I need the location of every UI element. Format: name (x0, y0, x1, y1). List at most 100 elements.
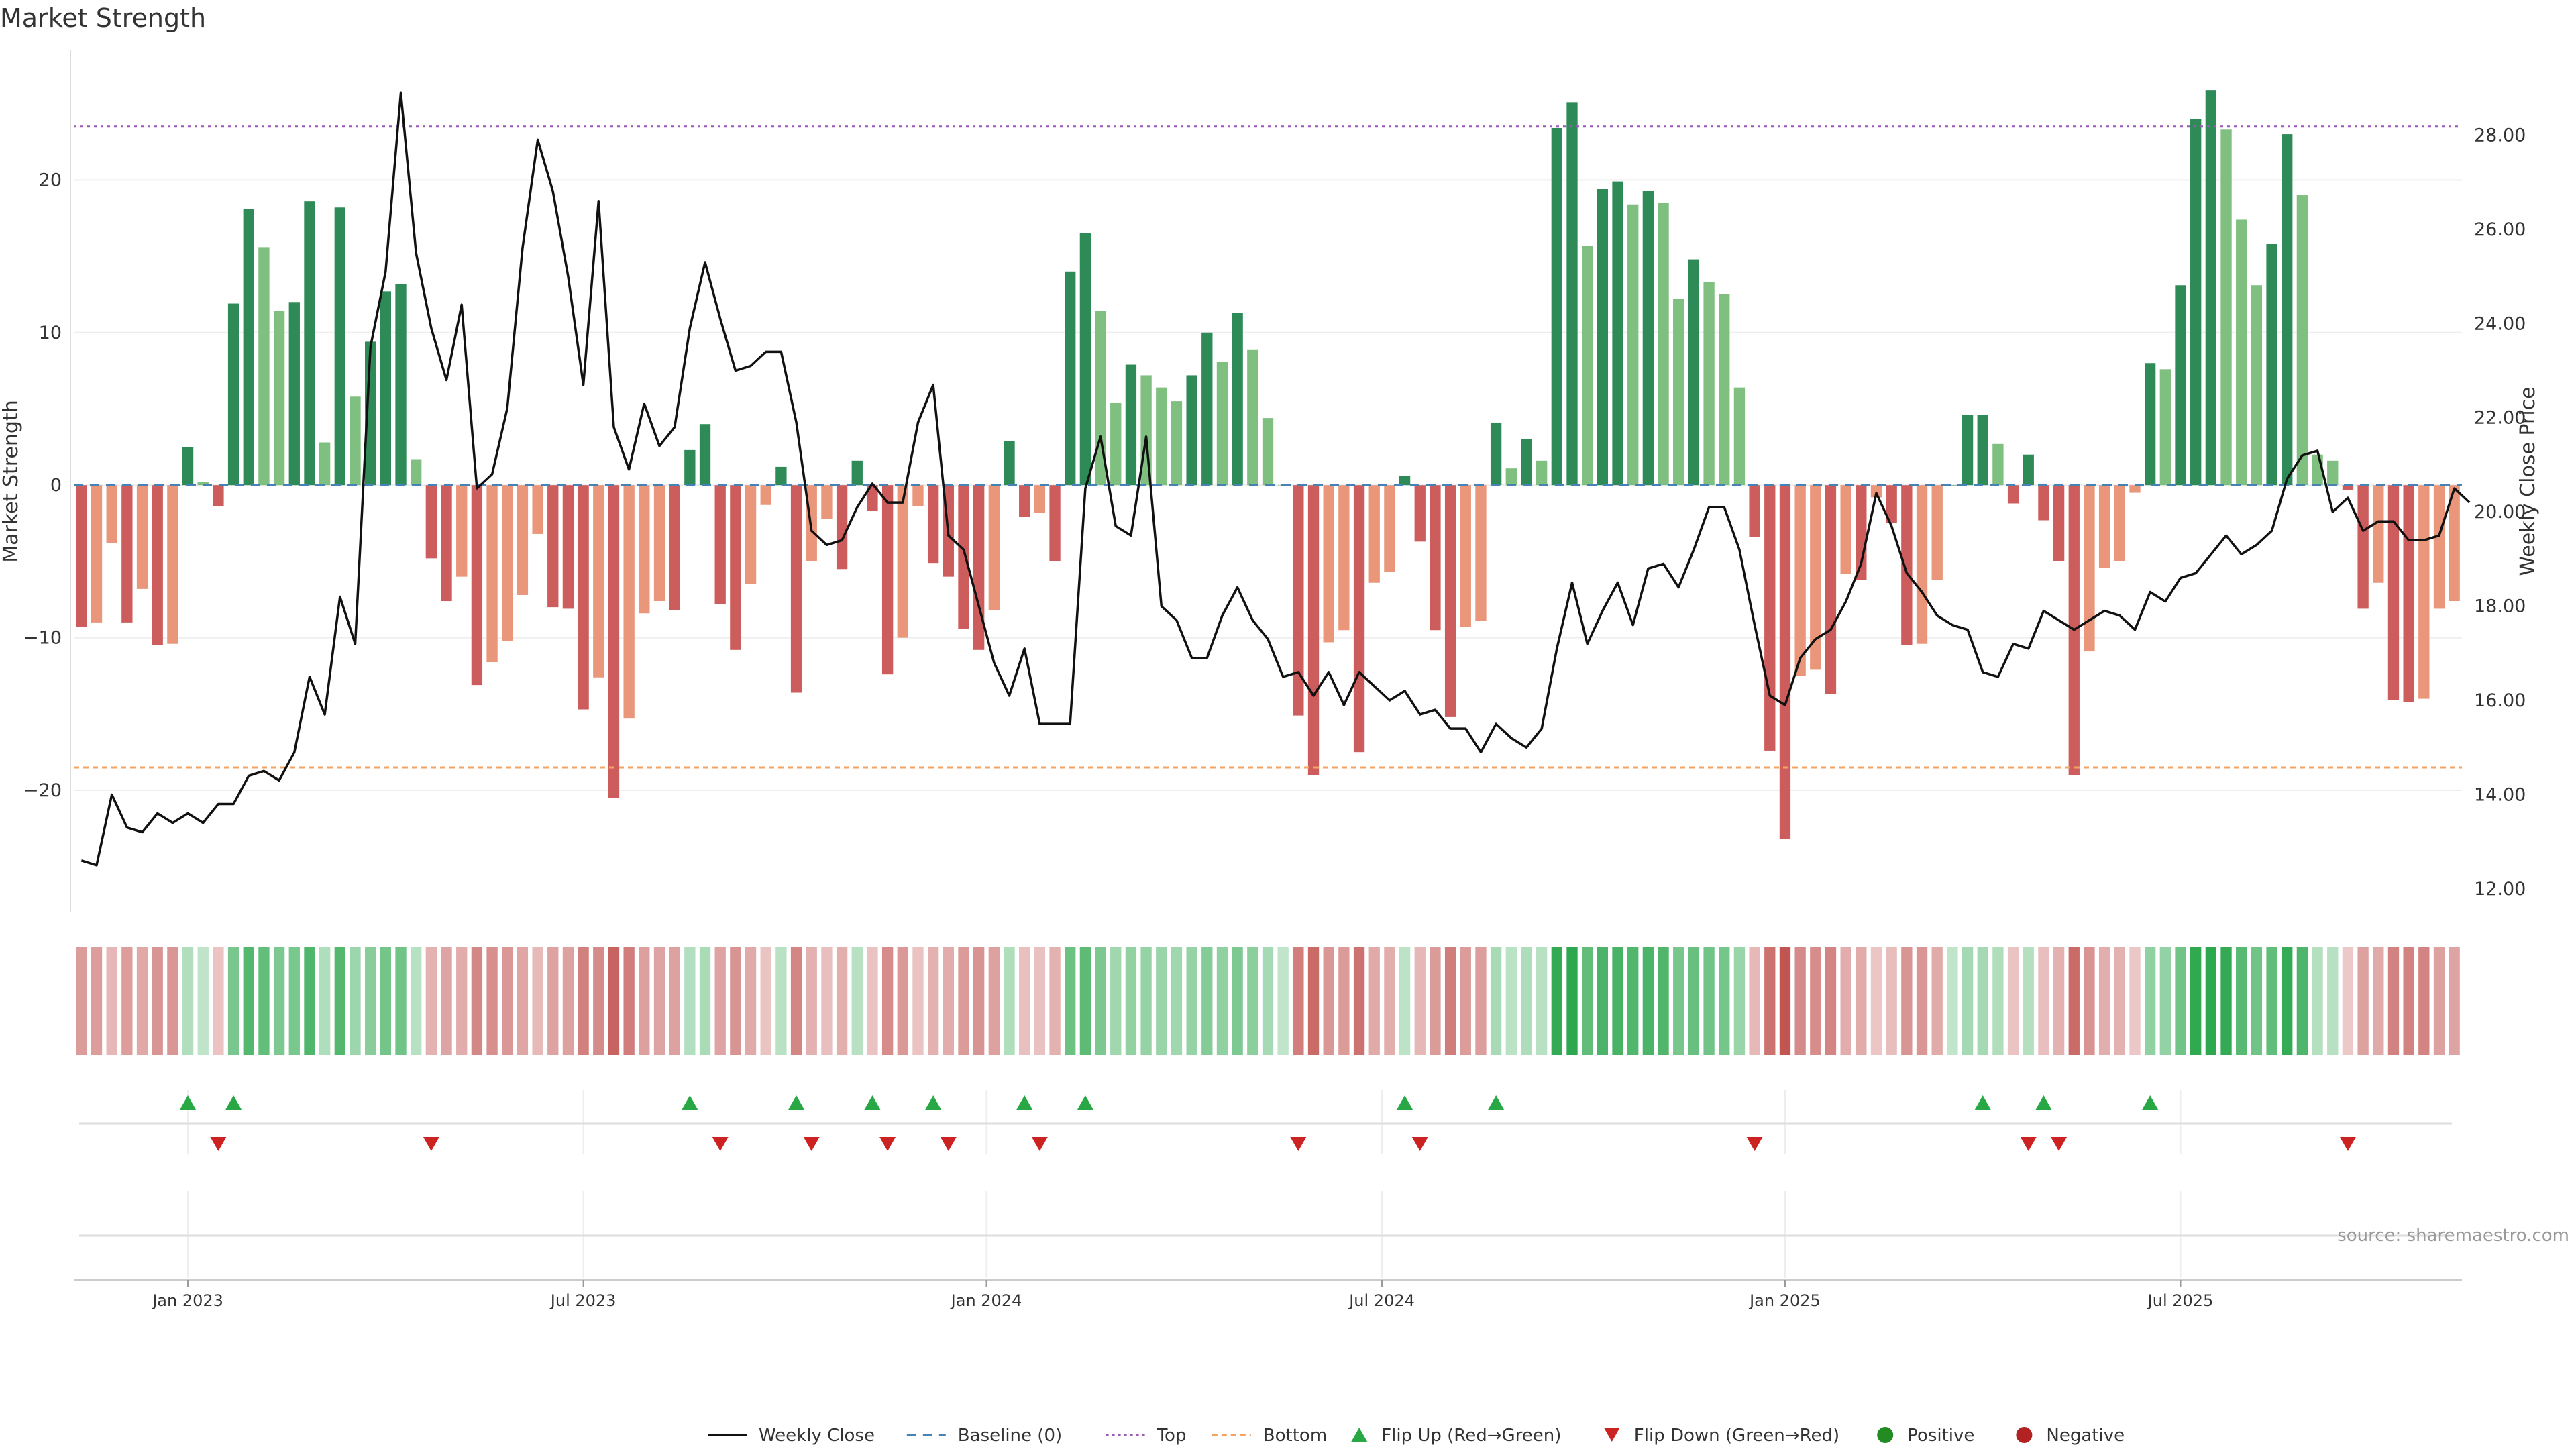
y-tick-label: 0 (50, 475, 62, 496)
y-tick-label: 10 (39, 323, 62, 343)
strength-bar (380, 291, 392, 486)
heat-cell (927, 947, 939, 1055)
strength-bar (699, 424, 711, 486)
heat-cell (836, 947, 848, 1055)
heat-cell (213, 947, 224, 1055)
heat-cell (1582, 947, 1593, 1055)
heat-cell (1779, 947, 1791, 1055)
strength-bar (319, 442, 331, 486)
heat-cell (1460, 947, 1471, 1055)
strength-bar (2038, 485, 2049, 521)
strength-bar (653, 485, 665, 602)
strength-bar (1642, 191, 1654, 486)
heat-cell (1703, 947, 1715, 1055)
heat-cell (2038, 947, 2049, 1055)
heat-cell (593, 947, 604, 1055)
y2-tick-label: 18.00 (2474, 596, 2526, 617)
strength-bar (1810, 485, 1821, 670)
heat-cell (1840, 947, 1851, 1055)
heat-cell (1049, 947, 1061, 1055)
strength-bar (1597, 189, 1609, 486)
reference-lines (74, 125, 2462, 769)
heat-cell (2266, 947, 2277, 1055)
strength-bar (1764, 485, 1776, 751)
heat-cell (334, 947, 345, 1055)
strength-bar (304, 201, 315, 486)
heat-cell (806, 947, 817, 1055)
heat-cell (790, 947, 802, 1055)
heat-cell (1794, 947, 1806, 1055)
heat-cell (1232, 947, 1243, 1055)
heat-cell (76, 947, 87, 1055)
legend-label: Baseline (0) (958, 1426, 1062, 1446)
flip-up-marker (682, 1095, 698, 1110)
heat-cell (1262, 947, 1274, 1055)
flip-up-marker (1077, 1095, 1093, 1110)
heat-cell (1216, 947, 1228, 1055)
flip-down-marker (1411, 1137, 1428, 1151)
heat-cell (1901, 947, 1913, 1055)
heat-cell (1688, 947, 1700, 1055)
strength-bar (273, 311, 285, 486)
strength-bar (2251, 285, 2263, 486)
axes: −20 −10 0 10 20 12.00 14.00 16.00 18.00 20.00 22.0… (0, 50, 2540, 912)
strength-bar (2190, 119, 2202, 486)
heat-cell (2387, 947, 2400, 1055)
heat-cell (1323, 947, 1334, 1055)
strength-bar (1186, 375, 1197, 486)
heat-cell (973, 947, 985, 1055)
heat-cell (1384, 947, 1395, 1055)
strength-bar (760, 485, 771, 505)
strength-bar (1307, 485, 1320, 775)
strength-bar (2342, 485, 2354, 490)
flip-markers-panel (79, 1090, 2452, 1278)
heat-cell (2312, 947, 2323, 1055)
heat-cell (1749, 947, 1760, 1055)
heat-cell (1490, 947, 1502, 1055)
heat-cell (456, 947, 468, 1055)
strength-bar (1049, 485, 1061, 561)
strength-bar (1521, 439, 1532, 486)
heat-cell (1065, 947, 1076, 1055)
strength-bar (76, 485, 87, 627)
heat-cell (1733, 947, 1746, 1055)
legend-positive-icon (1877, 1427, 1894, 1443)
flip-down-marker (2020, 1137, 2037, 1151)
flip-down-marker (940, 1137, 957, 1151)
x-tick-label: Jul 2024 (1348, 1291, 1415, 1310)
y2-tick-label: 16.00 (2474, 690, 2526, 711)
strength-bar (1582, 246, 1593, 486)
strength-bar (2357, 485, 2369, 609)
legend-label: Flip Up (Red→Green) (1381, 1426, 1561, 1446)
strength-bar (2449, 485, 2460, 602)
heat-cell (1870, 947, 1882, 1055)
strength-bar (2296, 195, 2308, 486)
heat-cell (304, 947, 315, 1055)
heat-cell (425, 947, 437, 1055)
heat-cell (1536, 947, 1548, 1055)
heat-cell (608, 947, 620, 1055)
heat-cell (2296, 947, 2308, 1055)
strength-bar (1399, 476, 1411, 486)
x-tick-label: Jan 2024 (950, 1291, 1022, 1310)
heat-cell (2373, 947, 2384, 1055)
strength-bar (1779, 485, 1791, 839)
heat-cell (106, 947, 117, 1055)
strength-bar (136, 485, 148, 589)
heat-cell (821, 947, 833, 1055)
strength-bar (1870, 485, 1882, 498)
flip-down-marker (2051, 1137, 2068, 1151)
flip-up-marker (225, 1095, 242, 1110)
heat-cell (441, 947, 452, 1055)
flip-up-marker (180, 1095, 197, 1110)
strength-bar (517, 485, 529, 595)
strength-bar (608, 485, 620, 798)
heat-cell (1719, 947, 1730, 1055)
heat-cell (623, 947, 635, 1055)
flip-down-marker (1031, 1137, 1048, 1151)
strength-bar (456, 485, 468, 577)
heat-cell (243, 947, 254, 1055)
heat-cell (182, 947, 194, 1055)
flip-up-marker (864, 1095, 881, 1110)
